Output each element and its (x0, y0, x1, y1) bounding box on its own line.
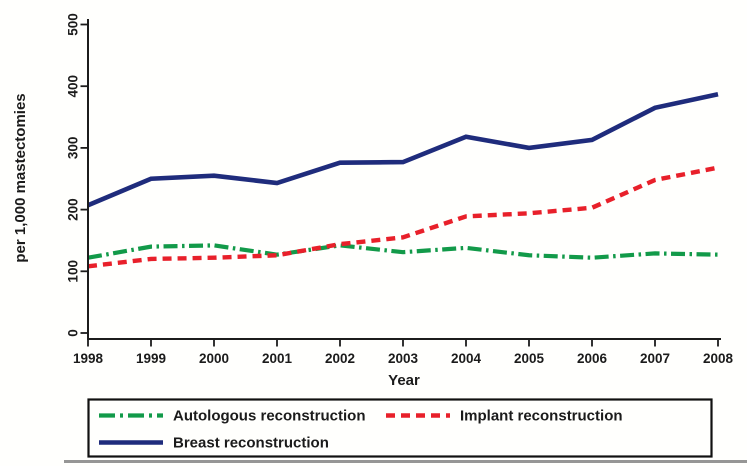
x-tick-label: 2003 (388, 351, 419, 366)
x-tick-label: 2006 (577, 351, 608, 366)
x-axis-title: Year (388, 372, 420, 389)
x-tick-label: 2001 (262, 351, 293, 366)
x-tick-label: 2004 (451, 351, 482, 366)
x-tick-label: 2008 (703, 351, 734, 366)
legend-label-breast: Breast reconstruction (173, 435, 329, 452)
x-tick-label: 1998 (73, 351, 104, 366)
x-tick-label: 2002 (325, 351, 355, 366)
legend-label-implant: Implant reconstruction (460, 408, 623, 425)
y-tick-label: 100 (66, 260, 81, 283)
x-tick-label: 2007 (640, 351, 670, 366)
y-tick-label: 400 (66, 75, 81, 98)
series-line-2 (87, 91, 719, 208)
y-axis-title: per 1,000 mastectomies (12, 93, 29, 262)
x-tick-label: 1999 (136, 351, 166, 366)
y-tick-label: 0 (66, 329, 81, 337)
y-tick-label: 300 (66, 137, 81, 160)
x-tick-label: 2000 (199, 351, 229, 366)
legend-label-autologous: Autologous reconstruction (173, 408, 366, 425)
y-tick-label: 200 (66, 198, 81, 221)
legend-box (87, 398, 713, 458)
y-tick-label: 500 (66, 13, 81, 36)
x-tick-label: 2005 (514, 351, 545, 366)
series-line-0 (87, 243, 719, 260)
scan-shadow-line (64, 460, 747, 463)
series-line-1 (87, 165, 719, 269)
